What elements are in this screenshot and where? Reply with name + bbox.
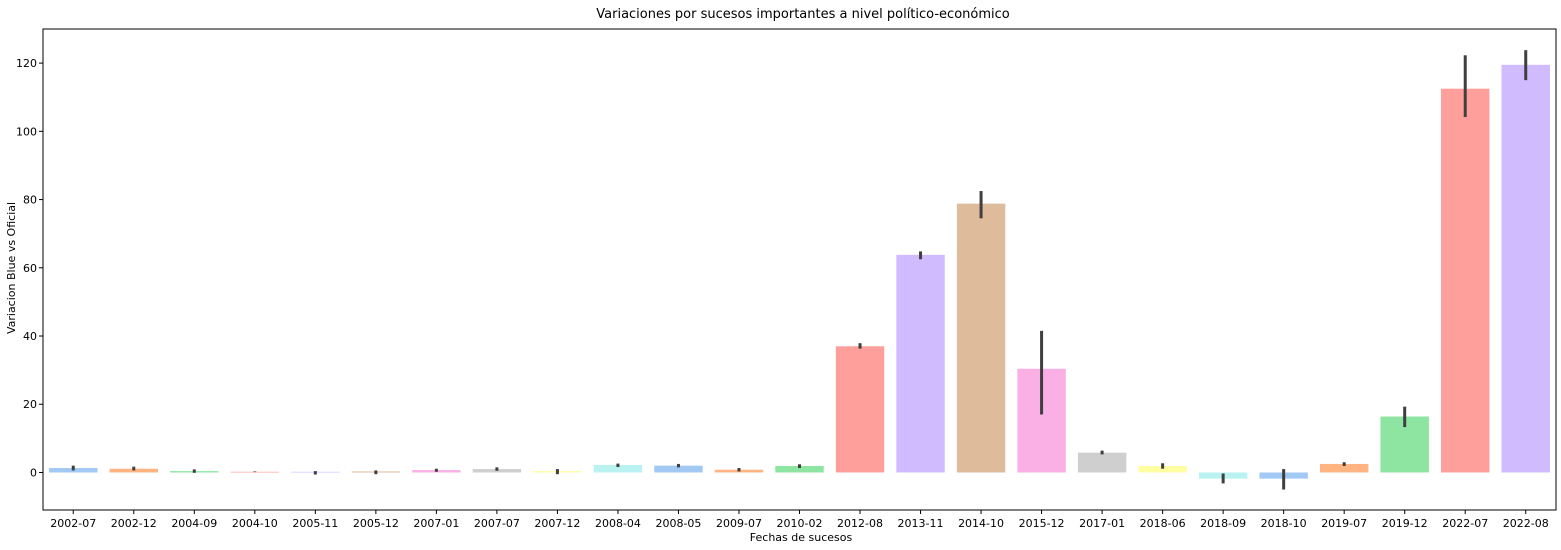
y-tick-label: 0	[30, 466, 37, 479]
x-tick-label: 2018-06	[1140, 517, 1186, 530]
bar-2007-07	[472, 469, 522, 473]
axes-frame	[42, 28, 1557, 511]
bar-2018-06	[1138, 465, 1187, 473]
bar-2019-07	[1319, 463, 1369, 473]
x-tick-label: 2018-10	[1261, 517, 1307, 530]
x-tick-label: 2008-04	[595, 517, 641, 530]
chart-title: Variaciones por sucesos importantes a ni…	[596, 7, 1010, 22]
y-tick-label: 40	[23, 330, 37, 343]
bar-2022-07	[1441, 88, 1490, 473]
bar-2012-08	[835, 346, 885, 473]
x-tick-label: 2002-12	[111, 517, 157, 530]
bar-2008-04	[593, 464, 643, 473]
y-tick-label: 100	[16, 125, 37, 138]
bar-2014-10	[956, 203, 1006, 473]
x-tick-label: 2005-11	[292, 517, 338, 530]
x-tick-label: 2002-07	[50, 517, 96, 530]
x-axis-title: Fechas de sucesos	[750, 531, 853, 544]
bar-2013-11	[896, 254, 945, 473]
x-tick-label: 2005-12	[353, 517, 399, 530]
bar-2002-12	[109, 468, 158, 473]
y-tick-label: 120	[16, 57, 37, 70]
bar-2010-02	[775, 465, 824, 473]
x-tick-label: 2017-01	[1079, 517, 1125, 530]
x-tick-label: 2022-07	[1442, 517, 1488, 530]
x-tick-label: 2012-08	[837, 517, 883, 530]
bar-2008-05	[654, 465, 703, 473]
x-tick-label: 2018-09	[1200, 517, 1246, 530]
x-tick-label: 2022-08	[1503, 517, 1549, 530]
y-axis: 0 20 40 60 80 100 120	[16, 57, 43, 479]
x-tick-label: 2009-07	[716, 517, 762, 530]
bar-2017-01	[1077, 452, 1127, 473]
x-tick-label: 2008-05	[655, 517, 701, 530]
x-tick-label: 2013-11	[898, 517, 944, 530]
x-tick-label: 2014-10	[958, 517, 1004, 530]
x-tick-label: 2007-01	[413, 517, 459, 530]
x-axis: 2002-07 2002-12 2004-09 2004-10 2005-11 2005-…	[50, 510, 1549, 530]
y-tick-label: 20	[23, 398, 37, 411]
x-tick-label: 2019-07	[1321, 517, 1367, 530]
x-tick-label: 2019-12	[1382, 517, 1428, 530]
x-tick-label: 2007-12	[534, 517, 580, 530]
x-tick-label: 2004-10	[232, 517, 278, 530]
y-tick-label: 60	[23, 262, 37, 275]
x-tick-label: 2007-07	[474, 517, 520, 530]
y-tick-label: 80	[23, 194, 37, 207]
plot-area	[49, 50, 1550, 490]
x-tick-label: 2010-02	[777, 517, 823, 530]
y-axis-title: Variacion Blue vs Oficial	[5, 202, 18, 334]
x-tick-label: 2004-09	[171, 517, 217, 530]
bar-2022-08	[1501, 64, 1550, 473]
x-tick-label: 2015-12	[1019, 517, 1065, 530]
